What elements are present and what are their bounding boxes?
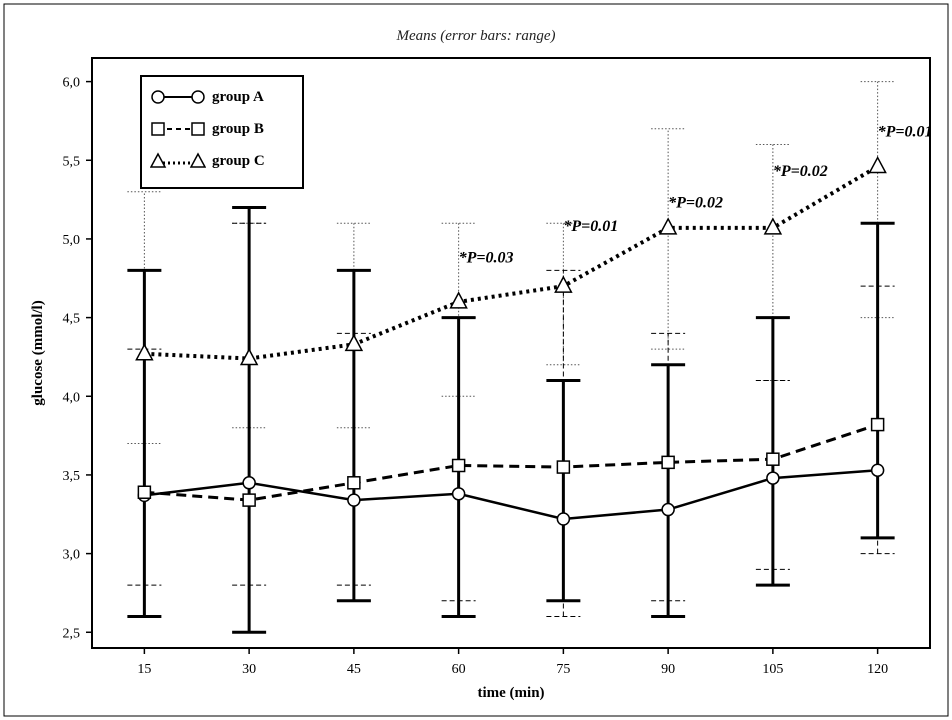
data-point-group-c [763, 217, 783, 235]
y-axis-label: glucose (mmol/l) [30, 300, 46, 405]
triangle-marker-icon [150, 152, 206, 168]
y-tick-label: 4,0 [63, 390, 81, 405]
data-point-group-a [242, 476, 256, 490]
legend: group A group B group C [140, 75, 304, 189]
data-point-group-b [137, 485, 152, 499]
y-tick-label: 3,5 [63, 469, 81, 484]
data-point-group-a [451, 487, 466, 501]
y-tick-label: 6,0 [63, 76, 81, 91]
data-point-group-a [347, 493, 361, 507]
data-point-group-c [658, 217, 678, 235]
legend-label: group C [212, 152, 265, 169]
p-value-annotation: *P=0.03 [459, 250, 514, 267]
series-line-group-b [144, 423, 879, 502]
data-point-group-b [242, 493, 256, 507]
x-tick-label: 75 [556, 662, 570, 677]
y-tick-label: 2,5 [63, 626, 81, 641]
data-point-group-b [870, 417, 885, 432]
data-point-group-c [239, 347, 259, 366]
data-point-group-b [766, 452, 780, 466]
chart-title: Means (error bars: range) [396, 28, 556, 44]
x-tick-label: 15 [137, 662, 151, 677]
x-tick-label: 60 [452, 662, 466, 677]
data-point-group-c [135, 343, 154, 361]
legend-item-group-c: group C [150, 149, 265, 173]
y-tick-label: 3,0 [63, 548, 81, 563]
p-value-annotation: *P=0.01 [563, 218, 618, 235]
y-tick-label: 4,5 [63, 312, 81, 327]
legend-label: group B [212, 120, 264, 137]
p-value-annotation: *P=0.02 [668, 194, 723, 211]
legend-item-group-a: group A [150, 85, 264, 109]
p-value-annotation: *P=0.01 [878, 124, 933, 141]
data-point-group-b [556, 460, 571, 474]
data-point-group-a [766, 471, 780, 485]
data-point-group-a [556, 512, 571, 526]
x-tick-label: 120 [867, 662, 888, 677]
y-tick-label: 5,0 [63, 233, 81, 248]
data-point-group-c [868, 155, 887, 174]
y-tick-label: 5,5 [63, 154, 81, 169]
x-tick-label: 30 [242, 662, 256, 677]
legend-label: group A [212, 88, 264, 105]
data-point-group-b [347, 476, 361, 490]
x-axis-label: time (min) [477, 685, 544, 701]
x-tick-label: 90 [661, 662, 675, 677]
data-point-group-c [344, 333, 364, 352]
plot-area [91, 57, 931, 649]
circle-marker-icon [151, 90, 205, 104]
data-point-group-c [449, 291, 468, 309]
p-value-annotation: *P=0.02 [773, 163, 828, 180]
data-point-group-b [451, 458, 466, 473]
series-line-group-a [144, 468, 878, 521]
x-tick-label: 45 [347, 662, 361, 677]
data-point-group-a [661, 502, 675, 517]
data-point-group-b [661, 455, 675, 470]
outer-border [3, 3, 949, 717]
x-tick-label: 105 [762, 662, 783, 677]
legend-item-group-b: group B [150, 117, 264, 141]
data-point-group-c [554, 275, 573, 293]
data-point-group-a [870, 463, 885, 477]
square-marker-icon [151, 122, 205, 136]
